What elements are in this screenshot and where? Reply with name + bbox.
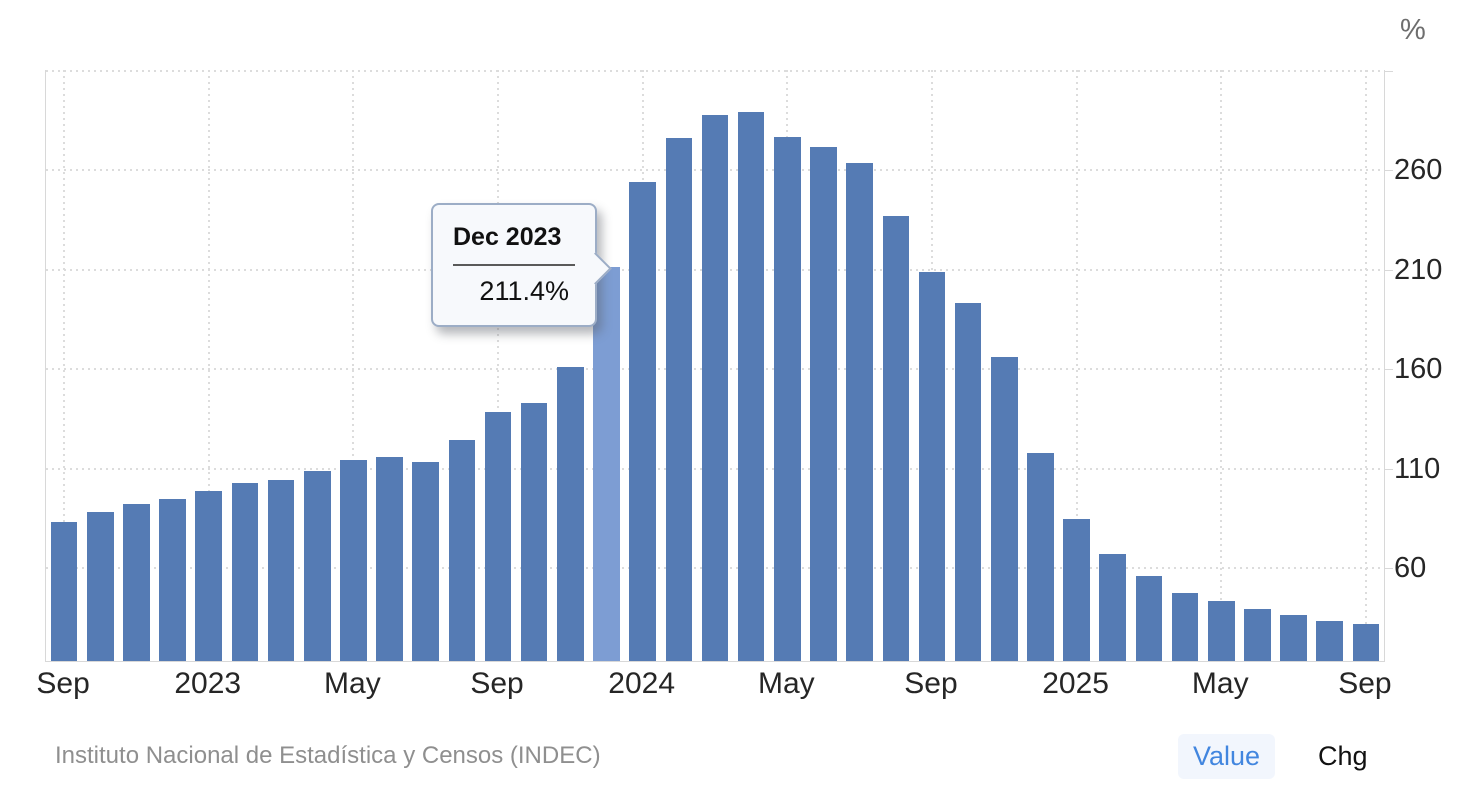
y-tick-label: 160 [1394, 353, 1443, 386]
bar[interactable] [1244, 609, 1271, 661]
bar[interactable] [1171, 593, 1199, 661]
bar[interactable] [1099, 554, 1127, 661]
bar[interactable] [303, 470, 331, 661]
x-tick-label: May [324, 667, 381, 700]
bar[interactable] [991, 357, 1018, 661]
bar[interactable] [1316, 620, 1344, 661]
x-tick-label: Sep [904, 667, 958, 700]
bar[interactable] [774, 137, 801, 661]
plot-area [45, 69, 1393, 662]
v-gridline [1364, 70, 1367, 661]
bar[interactable] [195, 490, 223, 661]
bar[interactable] [846, 163, 873, 661]
h-gridline [46, 69, 1384, 72]
bar[interactable] [1207, 600, 1235, 661]
bar[interactable] [810, 147, 837, 661]
v-gridline [63, 70, 66, 661]
bar[interactable] [448, 439, 476, 661]
y-tick-label: 60 [1394, 552, 1427, 585]
bar[interactable] [665, 137, 693, 661]
bar[interactable] [1280, 614, 1307, 661]
x-tick-label: Sep [470, 667, 524, 700]
x-tick-label: 2024 [608, 667, 676, 700]
bar[interactable] [231, 483, 259, 661]
tooltip-value: 211.4% [479, 276, 569, 306]
x-tick-label: 2025 [1042, 667, 1109, 700]
bar[interactable] [159, 498, 186, 661]
bar[interactable] [484, 412, 512, 661]
bar[interactable] [1027, 453, 1054, 661]
x-tick-label: May [757, 667, 815, 700]
y-axis-tick [1384, 468, 1393, 470]
y-axis-tick [1384, 369, 1393, 371]
y-axis-tick [1384, 70, 1393, 72]
tooltip-title: Dec 2023 [453, 223, 575, 266]
bar[interactable] [954, 303, 982, 661]
bar[interactable] [629, 181, 656, 661]
bar[interactable] [1352, 624, 1380, 661]
y-axis-tick [1384, 568, 1393, 570]
bar[interactable] [1063, 519, 1090, 661]
y-tick-label: 210 [1394, 253, 1443, 286]
legend-toggle-chg[interactable]: Chg [1318, 741, 1368, 771]
bar-highlighted[interactable] [593, 266, 620, 661]
y-tick-label: 110 [1394, 452, 1441, 485]
bar[interactable] [412, 461, 439, 661]
y-tick-label: 260 [1394, 154, 1443, 187]
bar[interactable] [340, 460, 367, 661]
x-tick-label: Sep [36, 667, 90, 700]
y-axis-tick [1384, 170, 1393, 172]
bar[interactable] [50, 522, 78, 661]
x-tick-label: May [1191, 667, 1249, 700]
y-axis-unit-label: % [1400, 14, 1426, 46]
v-gridline [497, 70, 500, 661]
y-axis-tick [1384, 269, 1393, 271]
v-gridline [1220, 70, 1223, 661]
v-gridline [352, 70, 355, 661]
bar[interactable] [86, 512, 114, 661]
x-tick-label: 2023 [174, 667, 242, 700]
v-gridline [207, 70, 210, 661]
bar[interactable] [882, 216, 910, 661]
bar[interactable] [918, 271, 946, 661]
bar[interactable] [520, 403, 548, 661]
chart-tooltip: Dec 2023 211.4% [431, 203, 612, 327]
bar[interactable] [376, 457, 403, 661]
legend-toggle-value[interactable]: Value [1178, 734, 1276, 779]
bar[interactable] [701, 114, 729, 661]
source-attribution: Instituto Nacional de Estadística y Cens… [55, 742, 601, 769]
bar[interactable] [737, 111, 765, 661]
bar[interactable] [557, 367, 584, 661]
bar[interactable] [1135, 576, 1163, 661]
bar[interactable] [123, 503, 150, 661]
x-tick-label: Sep [1338, 667, 1392, 700]
bar[interactable] [267, 479, 295, 661]
v-gridline [1075, 70, 1078, 661]
